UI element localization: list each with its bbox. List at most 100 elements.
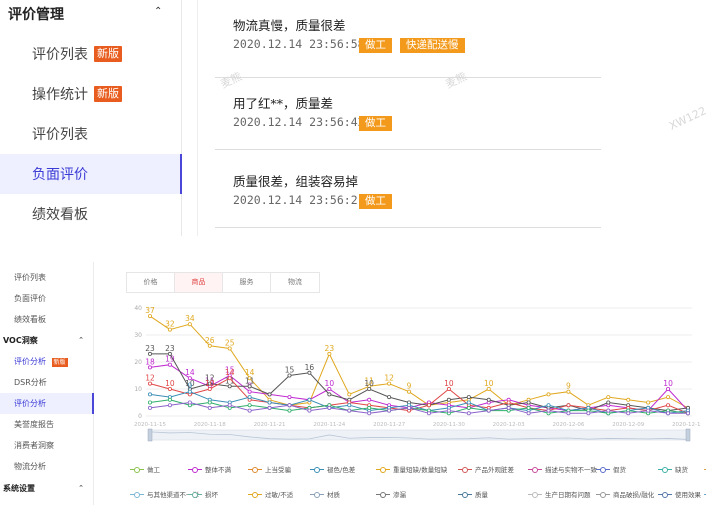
legend-symbol-icon	[528, 491, 542, 499]
legend-item[interactable]: 生产日期有问题	[528, 489, 591, 499]
data-label: 10	[364, 379, 374, 388]
sidebar-item-logistics-analysis[interactable]: 物流分析	[14, 462, 46, 471]
tag-badge[interactable]: 做工	[359, 116, 392, 131]
group-label: VOC洞察	[3, 336, 38, 345]
sidebar-item-performance-board[interactable]: 绩效看板	[0, 194, 182, 234]
legend-symbol-icon	[458, 466, 472, 474]
sidebar-item-review-analysis[interactable]: 评价分析	[0, 393, 94, 414]
tag-badge[interactable]: 做工	[359, 194, 392, 209]
tag-badge[interactable]: 做工	[359, 38, 392, 53]
legend-item[interactable]: 异味	[704, 489, 706, 499]
legend-item[interactable]: 与其他渠道不一样	[130, 489, 199, 499]
data-point	[486, 408, 491, 413]
data-point	[207, 405, 212, 410]
data-point	[566, 411, 571, 416]
legend-item[interactable]: 材质	[310, 489, 340, 499]
sidebar-item-dsr-analysis[interactable]: DSR分析	[14, 378, 47, 387]
top-sidebar: 评价管理 ⌃ 评价列表 新版 操作统计 新版 评价列表 负面评价 绩效看板	[0, 0, 182, 236]
legend-item[interactable]: 商品破损/融化	[596, 489, 654, 499]
legend-symbol-icon	[188, 491, 202, 499]
legend-item[interactable]: 损坏	[188, 489, 218, 499]
sidebar-item-operation-stats[interactable]: 操作统计 新版	[0, 74, 182, 114]
data-point	[327, 387, 332, 392]
data-point	[167, 403, 172, 408]
sidebar-item-review-list-new[interactable]: 评价列表 新版	[0, 34, 182, 74]
legend-symbol-icon	[704, 491, 706, 499]
legend-item[interactable]: 上当受骗	[248, 464, 291, 474]
sidebar-group-settings[interactable]: 系统设置 ⌃	[0, 478, 94, 499]
x-tick-label: 2020-11-18	[194, 422, 226, 428]
data-point	[626, 411, 631, 416]
data-point	[247, 389, 252, 394]
sidebar-item-negative-reviews[interactable]: 负面评价	[0, 154, 182, 194]
data-label: 14	[185, 368, 195, 377]
review-item[interactable]: 物流真慢，质量很差 2020.12.14 23:56:58 做工 快递配送慢	[215, 0, 601, 78]
data-point	[526, 411, 531, 416]
legend-label: 褪色/色差	[327, 466, 356, 474]
tab-logistics[interactable]: 物流	[271, 273, 319, 292]
section-title: 评价管理	[8, 7, 64, 23]
data-point	[187, 376, 192, 381]
legend-item[interactable]: 褪色/色差	[310, 464, 355, 474]
legend-item[interactable]: 过敏/不适	[248, 489, 293, 499]
sidebar-item-performance-board[interactable]: 绩效看板	[14, 315, 46, 324]
data-point	[307, 408, 312, 413]
tab-service[interactable]: 服务	[223, 273, 271, 292]
legend-symbol-icon	[658, 491, 672, 499]
chevron-up-icon[interactable]: ⌃	[154, 6, 163, 17]
data-label: 11	[245, 376, 255, 385]
bottom-panel: 评价列表 负面评价 绩效看板 VOC洞察 ⌃ 评价分析 新版 DSR分析 评价分…	[0, 262, 706, 505]
data-point	[167, 362, 172, 367]
legend-item[interactable]: 整体不满	[188, 464, 231, 474]
tab-product[interactable]: 商品	[175, 273, 223, 292]
legend-item[interactable]: 异物	[704, 464, 706, 474]
legend-item[interactable]: 缺货	[658, 464, 688, 474]
data-point	[148, 351, 153, 356]
legend-item[interactable]: 产品外观脏差	[458, 464, 514, 474]
data-label: 12	[145, 374, 155, 383]
data-label: 37	[145, 306, 155, 315]
legend-item[interactable]: 假货	[596, 464, 626, 474]
tag-badge[interactable]: 快递配送慢	[400, 38, 465, 53]
data-point	[267, 400, 272, 405]
review-item[interactable]: 质量很差，组装容易掉 2020.12.14 23:56:21 做工	[215, 150, 601, 228]
legend-label: 材质	[327, 491, 340, 499]
legend-label: 产品外观脏差	[475, 466, 514, 474]
new-badge: 新版	[94, 46, 122, 62]
data-point	[546, 408, 551, 413]
y-tick-label: 20	[134, 359, 142, 366]
review-time: 2020.12.14 23:56:21	[233, 193, 365, 207]
sidebar-item-review-list[interactable]: 评价列表	[0, 114, 182, 154]
legend-item[interactable]: 描述与实物不一致	[528, 464, 597, 474]
legend-item[interactable]: 做工	[130, 464, 160, 474]
sidebar-item-consumer-insight[interactable]: 消费者洞察	[14, 441, 54, 450]
legend-symbol-icon	[130, 466, 144, 474]
sidebar-item-reputation-report[interactable]: 美誉度报告	[14, 420, 54, 429]
tab-price[interactable]: 价格	[127, 273, 175, 292]
legend-label: 假货	[613, 466, 626, 474]
legend-item[interactable]: 重量短缺/数量短缺	[376, 464, 447, 474]
sidebar-item-negative-reviews[interactable]: 负面评价	[14, 294, 46, 303]
data-point	[207, 387, 212, 392]
legend-item[interactable]: 渗漏	[376, 489, 406, 499]
legend-symbol-icon	[596, 491, 610, 499]
data-point	[207, 381, 212, 386]
data-label: 9	[407, 382, 412, 391]
data-point	[387, 381, 392, 386]
data-label: 10	[325, 379, 335, 388]
data-label: 16	[305, 363, 315, 372]
sidebar-group-voc[interactable]: VOC洞察 ⌃	[0, 330, 94, 351]
watermark: XW122	[667, 104, 706, 133]
data-point	[227, 376, 232, 381]
data-point	[666, 403, 671, 408]
legend-item[interactable]: 质量	[458, 489, 488, 499]
sidebar-item-review-analysis-new[interactable]: 评价分析 新版	[0, 351, 94, 372]
data-label: 23	[165, 344, 175, 353]
data-label: 11	[225, 376, 235, 385]
data-point	[307, 397, 312, 402]
sidebar-item-review-list[interactable]: 评价列表	[14, 273, 46, 282]
legend-item[interactable]: 使用效果	[658, 489, 701, 499]
data-label: 19	[165, 355, 175, 364]
data-point	[247, 403, 252, 408]
review-item[interactable]: 用了红**，质量差 2020.12.14 23:56:42 做工	[215, 72, 601, 150]
